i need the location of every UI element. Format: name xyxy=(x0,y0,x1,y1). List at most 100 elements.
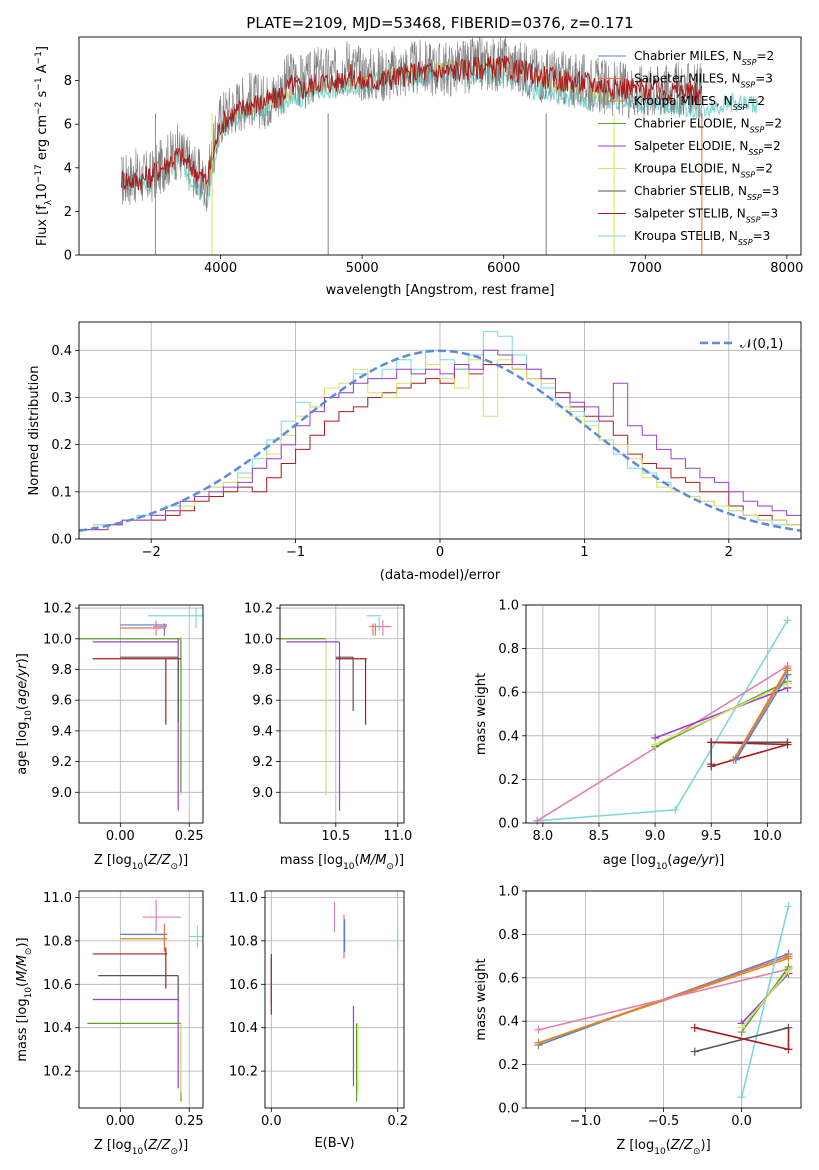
label-part: )] xyxy=(178,1138,188,1153)
x-tick-label: 0.2 xyxy=(387,1114,408,1129)
label-part: Kroupa MILES, N xyxy=(634,94,733,108)
x-tick-label: 8000 xyxy=(770,261,803,276)
x-axis-label: Z [log10(Z/Z⊙)] xyxy=(616,1138,710,1157)
weight-marker xyxy=(651,740,660,749)
label-part: ( xyxy=(143,853,148,868)
label-part: Kroupa ELODIE, N xyxy=(634,162,741,176)
x-axis-label: (data-model)/error xyxy=(380,568,501,583)
label-part: =3 xyxy=(762,184,780,198)
x-tick-label: 9.0 xyxy=(645,829,666,844)
x-axis-label: mass [log10(M/M⊙)] xyxy=(280,853,404,872)
label-part: SSP xyxy=(741,80,756,89)
label-part: age [log xyxy=(603,853,656,868)
label-part: ⊙ xyxy=(170,1147,178,1157)
x-tick-label: 10.5 xyxy=(321,829,350,844)
label-part: SSP xyxy=(738,238,753,247)
y-axis-label: mass [log10(M/M⊙)] xyxy=(15,937,34,1061)
label-part: Z/Z xyxy=(147,853,171,868)
y-tick-label: 9.4 xyxy=(252,724,273,739)
age-z-markers xyxy=(79,608,203,811)
label-part: SSP xyxy=(750,125,765,134)
x-tick-label: 0.0 xyxy=(261,1114,282,1129)
x-axis-label: Z [log10(Z/Z⊙)] xyxy=(94,853,188,872)
weight-line-7 xyxy=(733,667,789,761)
y-tick-label: 0.4 xyxy=(498,1015,519,1030)
x-tick-label: 6000 xyxy=(487,261,520,276)
mass-z-markers xyxy=(87,899,203,1102)
weight-marker xyxy=(784,967,793,976)
x-tick-label: 8.0 xyxy=(532,829,553,844)
weight-line-9 xyxy=(740,970,790,1029)
x-tick-label: 11.0 xyxy=(383,829,412,844)
y-tick-label: 10.8 xyxy=(43,934,72,949)
label-part: age [log xyxy=(15,722,30,775)
y-tick-label: 0.6 xyxy=(498,971,519,986)
y-tick-label: 0.0 xyxy=(51,533,72,548)
weight-line-5 xyxy=(694,1026,789,1053)
y-tick-label: 0.2 xyxy=(498,773,519,788)
y-axis-label: mass weight xyxy=(474,958,489,1040)
weight-marker xyxy=(783,740,792,749)
y-tick-label: 11.0 xyxy=(229,891,258,906)
y-tick-label: 9.2 xyxy=(51,755,72,770)
legend-label: Chabrier STELIB, NSSP=3 xyxy=(634,184,779,202)
y-tick-label: 0.3 xyxy=(51,391,72,406)
axes-frame xyxy=(78,321,802,540)
axes-frame xyxy=(279,604,405,824)
weight-line-6 xyxy=(710,741,788,768)
label-part: −17 xyxy=(34,164,44,183)
mass-ebv-markers xyxy=(270,901,399,1102)
weight-line-4 xyxy=(740,906,790,1098)
label-part: mass [log xyxy=(280,853,343,868)
label-part: Salpeter STELIB, N xyxy=(634,207,746,221)
label-part: =2 xyxy=(764,117,782,131)
label-part: )] xyxy=(178,853,188,868)
x-tick-label: 0.00 xyxy=(106,829,135,844)
age-vs-mass-panel: 10.5 11.0 9.0 9.2 9.4 9.6 9.8 10.0 10.2 mass [log… xyxy=(244,602,412,872)
x-tick-label: −1.0 xyxy=(570,1114,602,1129)
weight-line-8 xyxy=(735,669,789,759)
y-axis-label: Normed distribution xyxy=(27,366,42,496)
y-tick-label: 10.2 xyxy=(43,602,72,617)
y-tick-label: 9.0 xyxy=(51,786,72,801)
weight-marker xyxy=(690,1047,699,1056)
label-part: )] xyxy=(714,853,724,868)
weight-marker xyxy=(671,805,680,814)
label-part: ⊙ xyxy=(386,862,394,872)
x-tick-label: 0.0 xyxy=(731,1114,752,1129)
axes-frame xyxy=(78,604,204,824)
y-tick-label: 0.8 xyxy=(498,928,519,943)
label-part: Chabrier STELIB, N xyxy=(634,184,747,198)
y-tick-label: 0.1 xyxy=(51,485,72,500)
weight-line-4 xyxy=(654,682,788,746)
x-tick-label: 0.25 xyxy=(175,1114,204,1129)
weight-marker xyxy=(534,1038,543,1047)
axes-frame xyxy=(525,604,802,824)
y-tick-label: 9.6 xyxy=(51,694,72,709)
y-tick-label: 1.0 xyxy=(498,885,519,900)
x-tick-label: 8.5 xyxy=(589,829,610,844)
label-part: 10 xyxy=(24,987,34,999)
x-tick-label: 1 xyxy=(580,545,588,560)
y-tick-label: 9.8 xyxy=(51,663,72,678)
y-tick-label: 0.0 xyxy=(498,817,519,832)
figure-title: PLATE=2109, MJD=53468, FIBERID=0376, z=0… xyxy=(246,14,633,32)
y-tick-label: 10.2 xyxy=(43,1065,72,1080)
legend-label: Salpeter STELIB, NSSP=3 xyxy=(634,207,778,225)
mass-vs-ebv-panel: 0.0 0.2 10.2 10.4 10.6 10.8 11.0 E(B-V) xyxy=(229,890,408,1151)
y-tick-label: 10.0 xyxy=(244,632,273,647)
label-part: ( xyxy=(666,1138,671,1153)
legend-label: Salpeter MILES, NSSP=3 xyxy=(634,72,773,90)
y-tick-label: 9.6 xyxy=(252,694,273,709)
label-part: −1 xyxy=(34,51,44,64)
legend-label: 𝒩(0,1) xyxy=(740,337,783,352)
label-part: ( xyxy=(15,705,30,710)
label-part: ( xyxy=(667,853,672,868)
y-tick-label: 9.8 xyxy=(252,663,273,678)
label-part: Z [log xyxy=(94,853,132,868)
legend-label: Kroupa ELODIE, NSSP=2 xyxy=(634,162,773,180)
x-tick-label: 7000 xyxy=(629,261,662,276)
label-part: 10 xyxy=(654,1147,666,1157)
x-axis-label: E(B-V) xyxy=(314,1136,354,1151)
